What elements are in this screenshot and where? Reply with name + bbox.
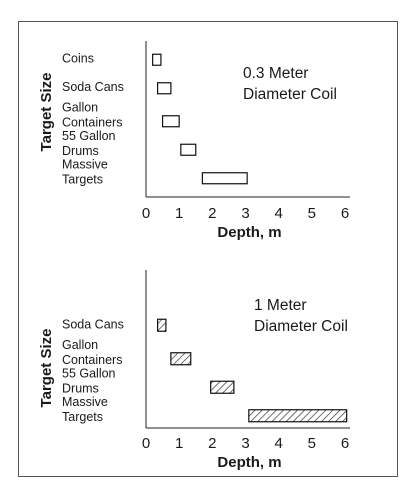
category-label: Gallon Containers (62, 338, 122, 367)
x-tick-label: 6 (341, 435, 349, 452)
category-label: Gallon Containers (62, 100, 122, 129)
x-tick-label: 4 (274, 205, 282, 222)
category-label-line: Containers (62, 353, 122, 367)
bars (157, 318, 348, 423)
x-tick-label: 1 (175, 435, 183, 452)
range-bar (180, 143, 197, 156)
category-label: Massive Targets (62, 157, 108, 186)
coil-annotation-line-2: Diameter Coil (243, 86, 337, 103)
x-tick-label: 5 (308, 205, 316, 222)
chart-bottom: Target Size Soda Cans Gallon Containers55 … (38, 270, 350, 471)
range-bar (157, 82, 172, 95)
x-tick-label: 3 (241, 205, 249, 222)
category-label: Soda Cans (62, 80, 124, 94)
category-label-line: Soda Cans (62, 80, 124, 94)
category-label-line: Massive (62, 395, 108, 409)
x-ticks: 0 1 2 3 4 5 6 (142, 205, 349, 222)
y-axis-title: Target Size (38, 329, 55, 408)
range-bar (152, 53, 162, 66)
x-tick-label: 0 (142, 435, 150, 452)
category-label: Coins (62, 51, 94, 65)
x-tick-label: 4 (274, 435, 282, 452)
range-bar (201, 172, 248, 185)
category-label: Soda Cans (62, 317, 124, 331)
bars (152, 53, 248, 185)
coil-annotation: 0.3 Meter Diameter Coil (243, 65, 337, 103)
x-axis-title: Depth, m (217, 224, 281, 241)
category-label: Massive Targets (62, 395, 108, 424)
range-bar (248, 409, 348, 423)
category-label-line: Massive (62, 157, 108, 171)
category-label-line: Coins (62, 51, 94, 65)
x-tick-label: 2 (208, 435, 216, 452)
x-ticks: 0 1 2 3 4 5 6 (142, 435, 349, 452)
category-label-line: 55 Gallon (62, 366, 116, 380)
category-label-line: Gallon (62, 338, 98, 352)
category-label-line: Soda Cans (62, 317, 124, 331)
range-bar (157, 318, 167, 332)
range-bar (210, 380, 235, 394)
coil-annotation-line-1: 0.3 Meter (243, 65, 308, 82)
category-label-line: 55 Gallon (62, 129, 116, 143)
x-tick-label: 0 (142, 205, 150, 222)
coil-annotation: 1 Meter Diameter Coil (254, 297, 348, 335)
x-tick-label: 2 (208, 205, 216, 222)
range-bar (161, 115, 180, 128)
category-label: 55 Gallon Drums (62, 129, 116, 158)
coil-annotation-line-2: Diameter Coil (254, 318, 348, 335)
x-axis-title: Depth, m (217, 454, 281, 471)
category-label: 55 Gallon Drums (62, 366, 116, 395)
figure-frame (18, 21, 398, 477)
coil-annotation-line-1: 1 Meter (254, 297, 307, 314)
category-label-line: Drums (62, 381, 99, 395)
range-bar (170, 352, 192, 366)
y-axis-title: Target Size (38, 73, 55, 152)
x-tick-label: 5 (308, 435, 316, 452)
x-tick-label: 6 (341, 205, 349, 222)
category-label-line: Targets (62, 172, 103, 186)
category-label-line: Drums (62, 144, 99, 158)
x-tick-label: 3 (241, 435, 249, 452)
category-label-line: Targets (62, 410, 103, 424)
chart-top: Target Size Coins Soda Cans Gallon Containe… (38, 41, 350, 241)
category-label-line: Containers (62, 115, 122, 129)
category-label-line: Gallon (62, 100, 98, 114)
x-tick-label: 1 (175, 205, 183, 222)
